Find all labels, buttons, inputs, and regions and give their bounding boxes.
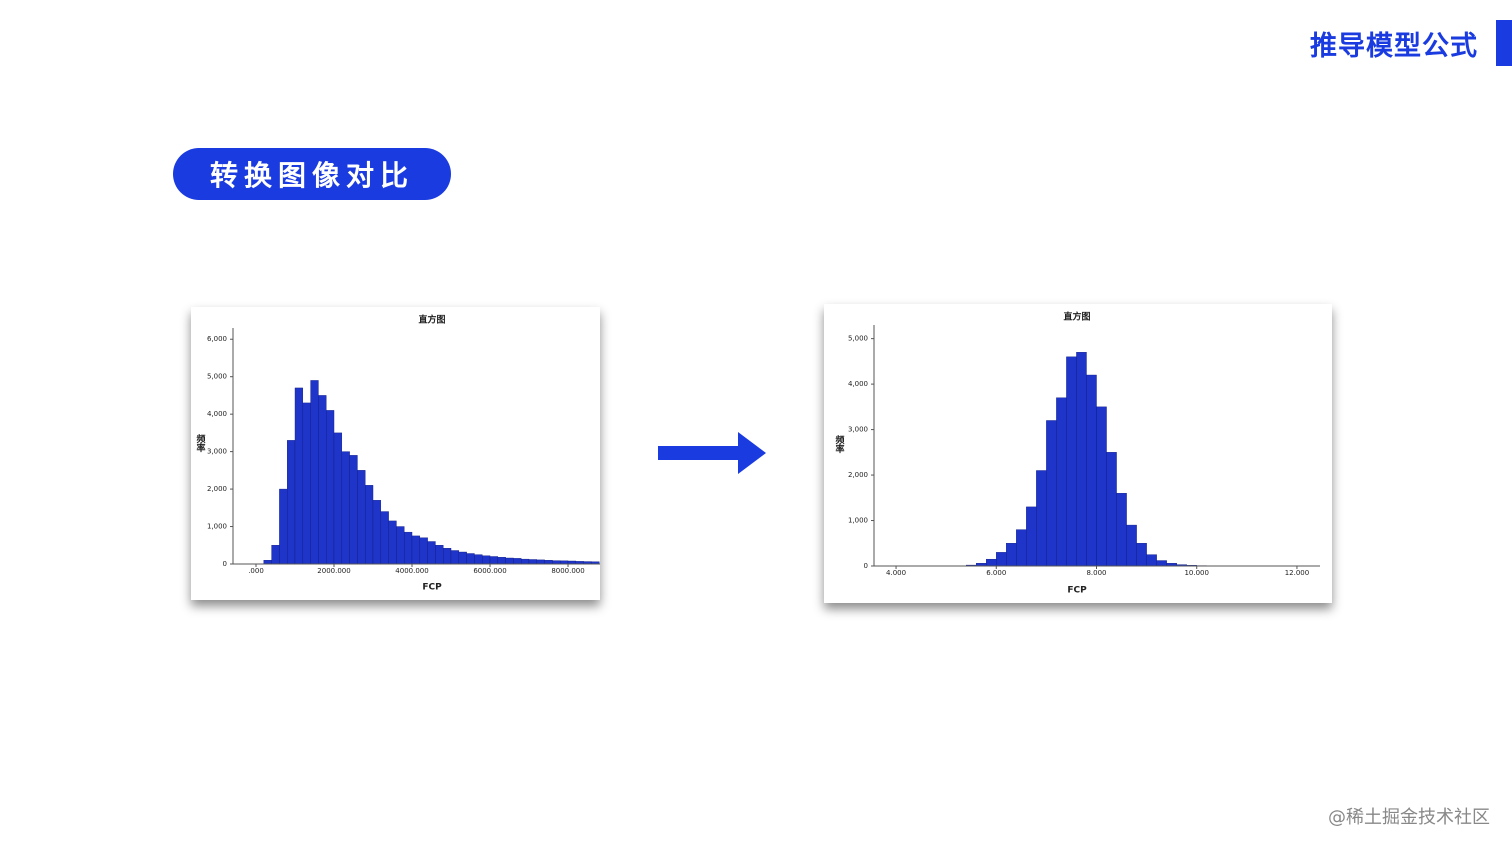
y-tick-label: 2,000	[848, 471, 868, 479]
bar	[326, 410, 335, 565]
bar	[1066, 356, 1077, 567]
bar	[497, 557, 506, 565]
bar	[302, 402, 311, 565]
bar	[427, 541, 436, 565]
y-tick-label: 0	[864, 562, 868, 570]
bar	[396, 526, 405, 565]
bar	[341, 451, 350, 565]
bar	[263, 560, 272, 565]
bar	[544, 560, 553, 565]
y-tick-label: 0	[223, 560, 227, 568]
bar	[443, 548, 452, 565]
bar	[365, 485, 374, 565]
x-tick-label: 6000.000	[473, 567, 506, 575]
bar	[318, 395, 327, 565]
bar	[1076, 352, 1087, 567]
x-tick-label: 12.000	[1285, 569, 1310, 577]
x-axis-label: FCP	[1067, 586, 1087, 596]
bar	[1056, 397, 1067, 567]
bar	[357, 470, 366, 565]
bar	[1096, 406, 1107, 567]
bar	[458, 551, 467, 565]
bar	[996, 552, 1007, 567]
bar	[1116, 493, 1127, 567]
y-tick-label: 6,000	[207, 335, 227, 343]
bar	[435, 545, 444, 565]
bar	[411, 535, 421, 565]
bar	[1156, 560, 1167, 567]
x-tick-label: 10.000	[1184, 569, 1209, 577]
bar	[419, 537, 428, 565]
x-tick-label: .000	[248, 567, 264, 575]
bar	[1136, 543, 1147, 567]
watermark: @稀土掘金技术社区	[1328, 807, 1490, 828]
header-title: 推导模型公式	[1310, 31, 1478, 62]
chart: 直方图 FCP 频率 0 1,000 2,000 3,000 4,000 5,000 6,000.…	[191, 307, 600, 600]
bar	[474, 554, 483, 565]
bar	[1146, 554, 1157, 567]
bar	[1106, 452, 1117, 567]
bar	[450, 550, 460, 565]
bar	[505, 557, 514, 565]
bar	[279, 488, 288, 565]
bar	[333, 432, 343, 565]
bar	[1036, 470, 1047, 567]
header-accent	[1496, 20, 1512, 66]
bar	[372, 500, 382, 565]
y-tick-label: 3,000	[848, 426, 868, 434]
y-tick-label: 5,000	[848, 335, 868, 343]
arrow	[658, 432, 766, 474]
bar	[489, 556, 499, 565]
bar	[271, 545, 280, 565]
bar	[1016, 529, 1027, 567]
y-tick-label: 4,000	[848, 380, 868, 388]
y-tick-label: 4,000	[207, 410, 227, 418]
y-axis-label: 频率	[834, 434, 845, 454]
bar	[1086, 374, 1097, 567]
arrow-shape	[658, 432, 766, 474]
chart-title: 直方图	[1063, 311, 1090, 323]
bar	[1046, 420, 1057, 567]
x-tick-label: 4.000	[886, 569, 906, 577]
bar	[380, 511, 389, 565]
bar	[1006, 543, 1017, 567]
bar	[1026, 506, 1037, 567]
x-tick-label: 6.000	[986, 569, 1006, 577]
x-axis-label: FCP	[422, 583, 442, 593]
bar	[466, 553, 475, 565]
bar	[294, 387, 304, 565]
bar	[986, 558, 997, 567]
y-axis-label: 频率	[195, 433, 206, 453]
bar	[349, 455, 358, 565]
bar	[536, 559, 545, 565]
chart-title: 直方图	[418, 314, 445, 326]
bar	[552, 560, 561, 565]
bar	[521, 558, 530, 565]
y-tick-label: 3,000	[207, 448, 227, 456]
bar	[404, 531, 413, 565]
bar	[287, 440, 296, 565]
y-tick-label: 2,000	[207, 485, 227, 493]
bar	[1126, 524, 1137, 567]
bar	[482, 555, 491, 565]
y-tick-label: 5,000	[207, 373, 227, 381]
section-label: 转换图像对比	[173, 148, 451, 200]
bar	[310, 380, 319, 565]
bar	[388, 520, 397, 565]
x-tick-label: 8000.000	[551, 567, 584, 575]
y-tick-label: 1,000	[207, 523, 227, 531]
x-tick-label: 8.000	[1086, 569, 1106, 577]
y-tick-label: 1,000	[848, 517, 868, 525]
bar	[528, 559, 538, 565]
x-tick-label: 2000.000	[317, 567, 350, 575]
bar	[513, 558, 522, 565]
x-tick-label: 4000.000	[395, 567, 428, 575]
chart: 直方图 FCP 频率 0 1,000 2,000 3,000 4,000 5,000 4.000 6…	[824, 304, 1332, 603]
